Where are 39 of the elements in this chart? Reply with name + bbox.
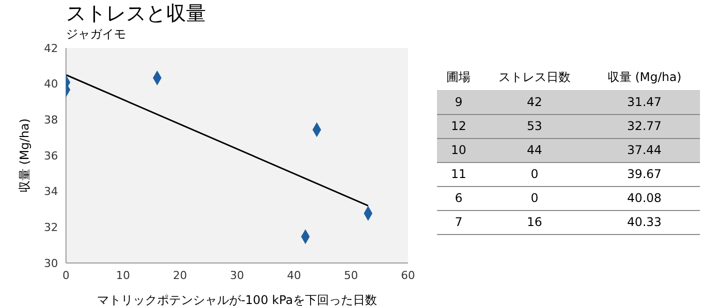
text: 40.08 <box>588 186 700 210</box>
y-axis-title: 収量 (Mg/ha) <box>17 118 32 193</box>
text: 7 <box>437 210 480 234</box>
text: 12 <box>437 114 480 138</box>
x-tick-label: 0 <box>62 268 70 282</box>
text: 44 <box>480 138 589 162</box>
y-tick-label: 36 <box>44 149 58 162</box>
text: 39.67 <box>588 162 700 186</box>
text: 圃場 <box>446 68 472 86</box>
text: 37.44 <box>588 138 700 162</box>
chart-title: ストレスと収量 <box>66 0 206 27</box>
text: 16 <box>480 210 589 234</box>
text: 0 <box>480 162 589 186</box>
chart-subtitle: ジャガイモ <box>66 26 126 43</box>
x-tick-label: 60 <box>401 268 415 282</box>
text: 0 <box>480 186 589 210</box>
text: 42 <box>480 90 589 114</box>
y-tick-label: 34 <box>44 185 58 198</box>
text: 6 <box>437 186 480 210</box>
text: 53 <box>480 114 589 138</box>
text: 31.47 <box>588 90 700 114</box>
x-axis-title: マトリックポテンシャルが-100 kPaを下回った日数 <box>96 293 378 306</box>
y-tick-label: 40 <box>44 78 58 91</box>
text: 収量 (Mg/ha) <box>606 68 682 86</box>
y-tick-label: 30 <box>44 256 58 270</box>
x-tick-label: 20 <box>173 268 187 282</box>
y-tick-label: 32 <box>44 221 58 234</box>
x-tick-label: 50 <box>344 268 358 282</box>
text: 40.33 <box>588 210 700 234</box>
text: 11 <box>437 162 480 186</box>
x-tick-label: 30 <box>230 268 244 282</box>
y-tick-label: 38 <box>44 114 58 127</box>
text: 10 <box>437 138 480 162</box>
x-tick-label: 40 <box>287 268 301 282</box>
text: 32.77 <box>588 114 700 138</box>
x-tick-label: 10 <box>116 268 130 282</box>
text: 9 <box>437 90 480 114</box>
text: ストレス日数 <box>498 68 572 86</box>
y-tick-label: 42 <box>44 42 58 55</box>
